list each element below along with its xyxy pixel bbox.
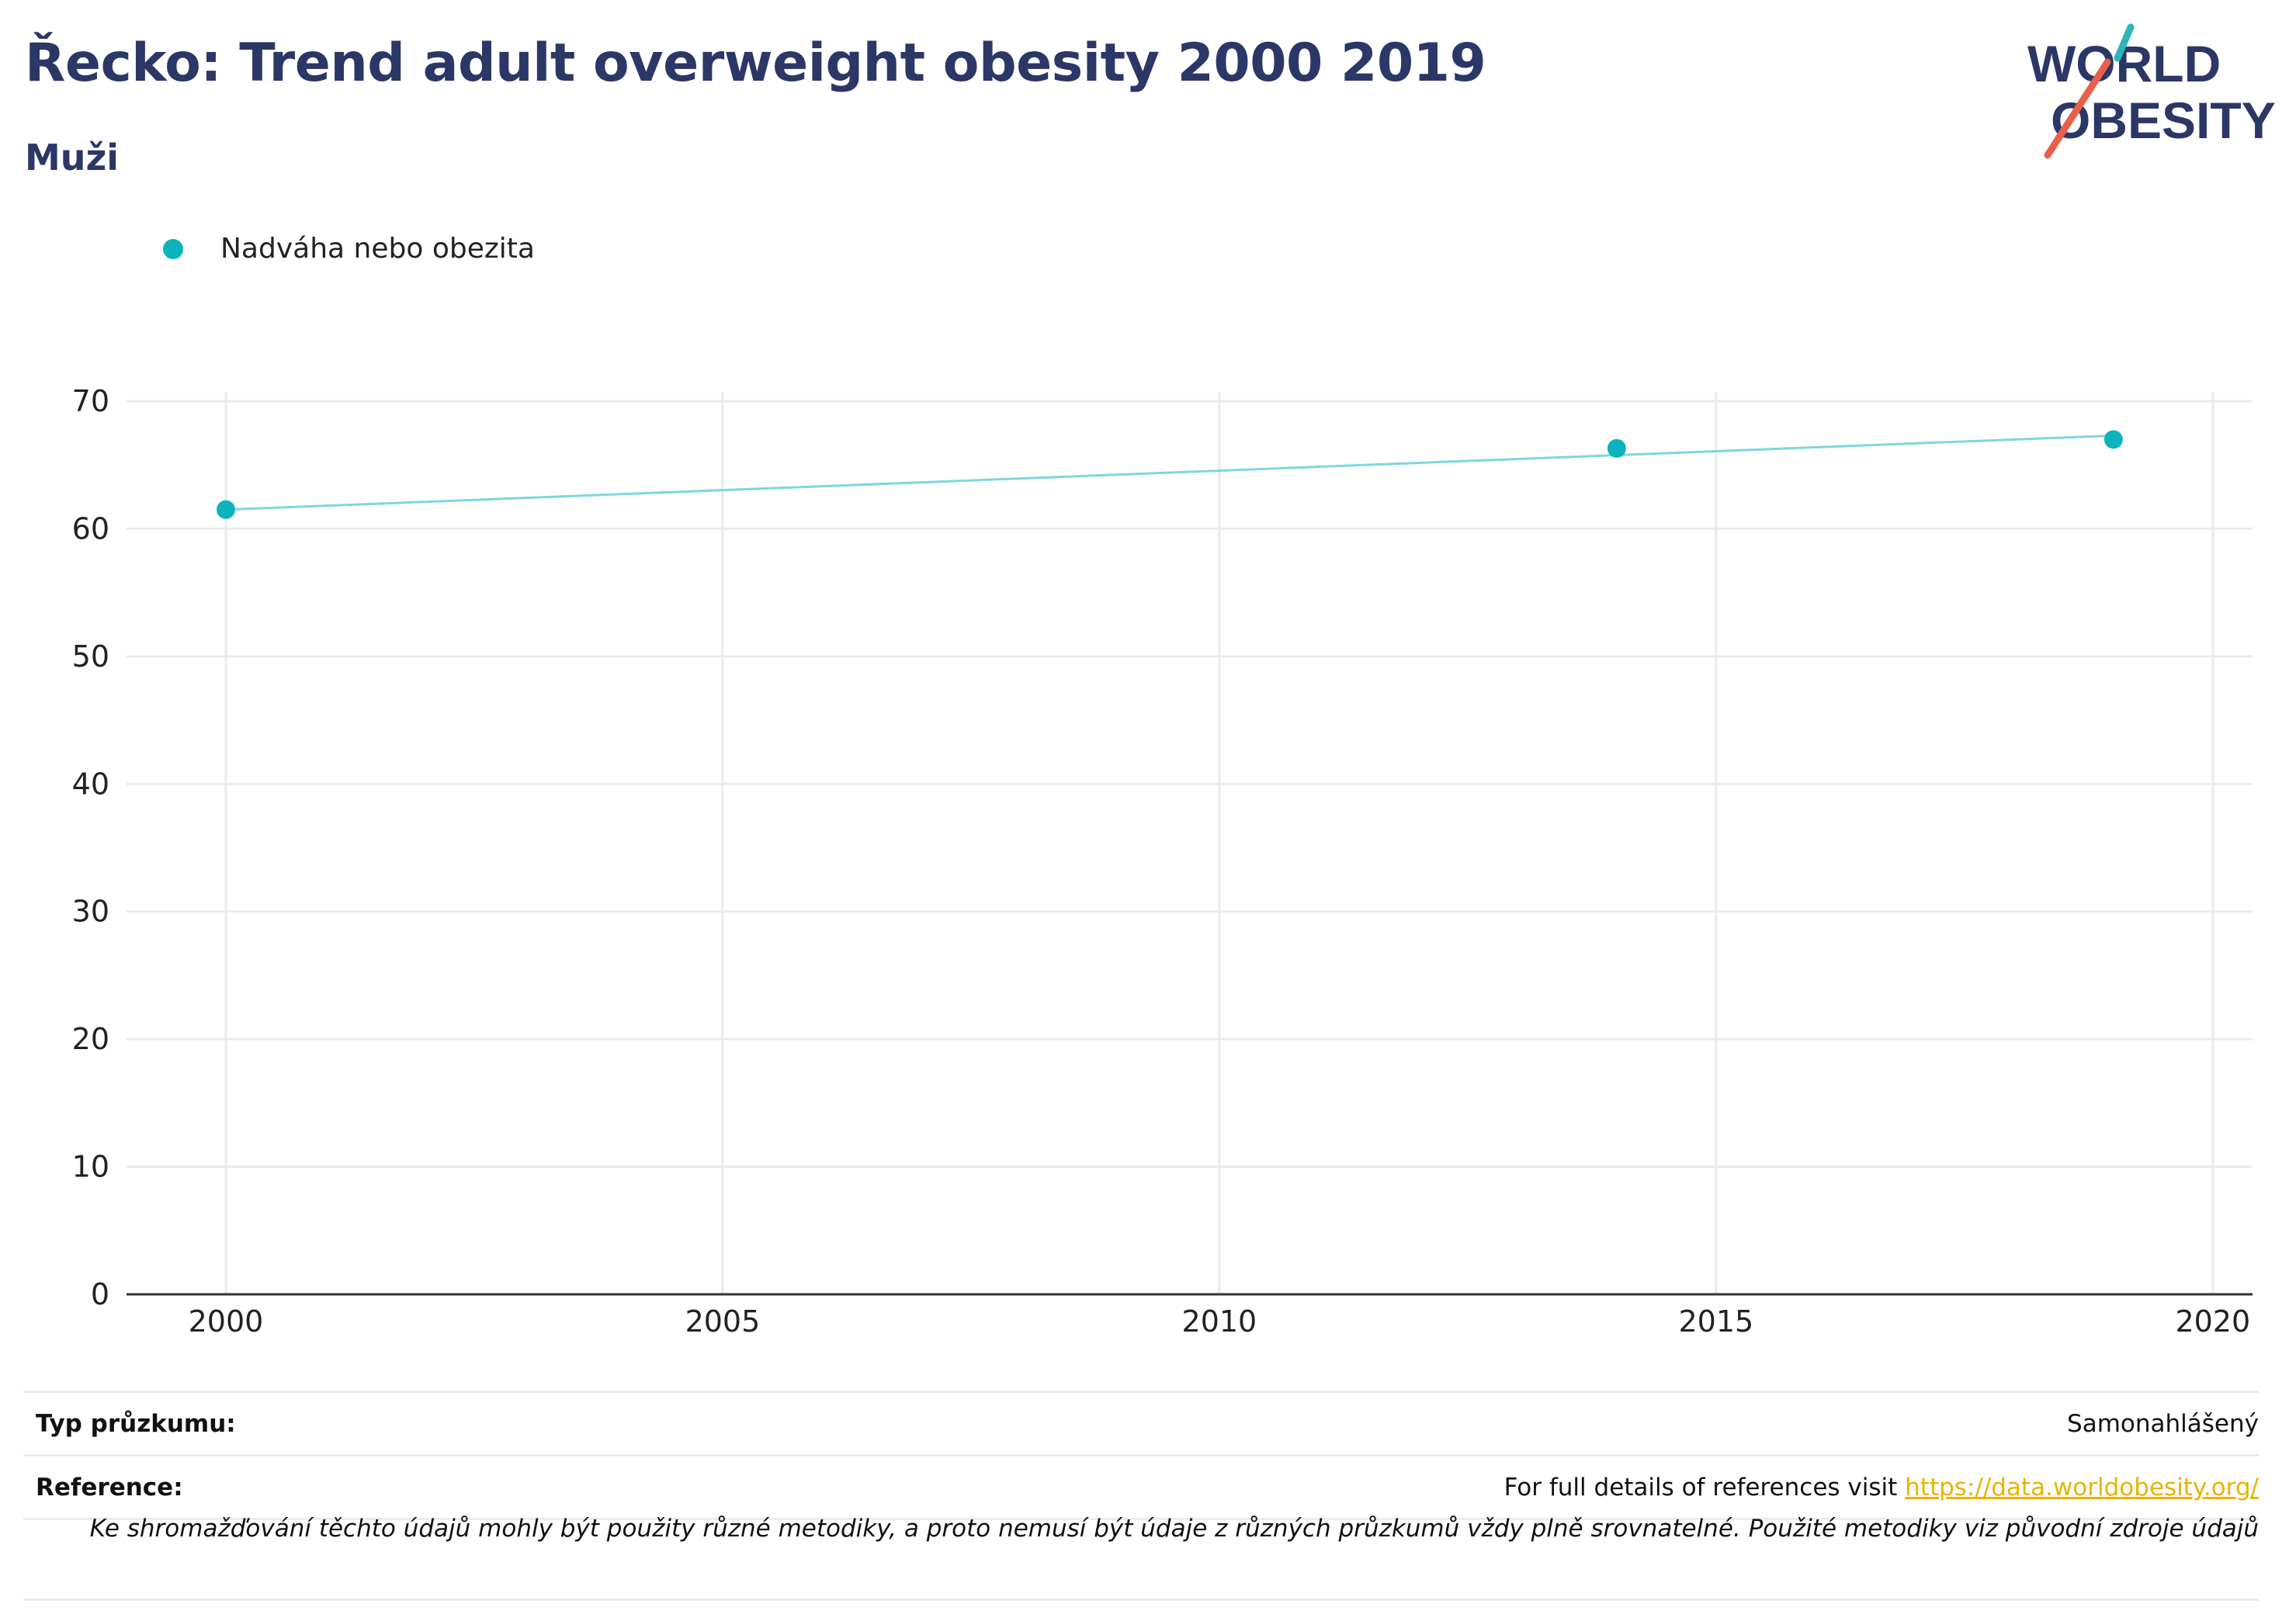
data-point <box>216 500 235 519</box>
legend[interactable]: Nadváha nebo obezita <box>163 233 535 265</box>
y-tick-label: 20 <box>72 1022 109 1056</box>
line-chart: 0 10 20 30 40 50 60 70 2000 2005 2010 2015 2020 <box>72 384 2253 1335</box>
y-tick-label: 30 <box>72 895 109 929</box>
legend-marker <box>163 238 183 259</box>
grid-layer <box>127 392 2253 1294</box>
bottom-divider <box>23 1598 2259 1601</box>
y-tick-label: 60 <box>72 511 109 546</box>
y-tick-label: 50 <box>72 639 109 674</box>
logo-line2: OBESITY <box>2051 92 2276 149</box>
survey-type-row: Typ průzkumu: Samonahlášený <box>23 1391 2259 1455</box>
note-divider <box>23 1518 2259 1520</box>
x-tick-label: 2020 <box>2175 1304 2250 1335</box>
world-obesity-logo: WORLD OBESITY <box>2027 23 2276 159</box>
x-tick-label: 2010 <box>1182 1304 1257 1335</box>
y-tick-label: 10 <box>72 1150 109 1184</box>
survey-type-label: Typ průzkumu: <box>36 1410 236 1438</box>
reference-link[interactable]: https://data.worldobesity.org/ <box>1905 1474 2259 1502</box>
reference-text: For full details of references visit <box>1503 1474 1906 1502</box>
y-tick-label: 40 <box>72 767 109 801</box>
methodology-note: Ke shromažďování těchto údajů mohly být … <box>89 1515 2259 1543</box>
axis-layer: 0 10 20 30 40 50 60 70 2000 2005 2010 2015 2020 <box>72 384 2253 1335</box>
logo-red-stroke <box>2044 58 2111 159</box>
data-point <box>2104 430 2123 449</box>
reference-row: Reference: For full details of reference… <box>23 1454 2259 1519</box>
reference-label: Reference: <box>36 1474 183 1502</box>
series-layer <box>216 430 2123 519</box>
y-tick-label: 0 <box>91 1277 109 1311</box>
x-tick-label: 2000 <box>189 1304 264 1335</box>
chart-title: Řecko: Trend adult overweight obesity 20… <box>25 33 1486 94</box>
legend-label: Nadváha nebo obezita <box>220 233 535 265</box>
survey-type-value: Samonahlášený <box>2067 1410 2259 1438</box>
x-tick-label: 2005 <box>685 1304 761 1335</box>
x-tick-label: 2015 <box>1678 1304 1753 1335</box>
logo-teal-stroke <box>2114 23 2135 62</box>
y-tick-label: 70 <box>72 384 109 418</box>
reference-value: For full details of references visit htt… <box>1504 1474 2259 1502</box>
chart-subtitle: Muži <box>25 137 120 178</box>
trend-line <box>225 434 2114 511</box>
data-point <box>1607 438 1626 458</box>
